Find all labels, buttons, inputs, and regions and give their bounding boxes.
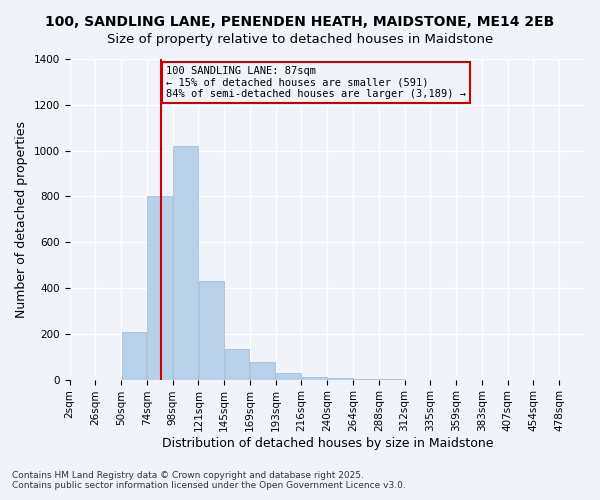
X-axis label: Distribution of detached houses by size in Maidstone: Distribution of detached houses by size … <box>161 437 493 450</box>
Bar <box>276 372 301 380</box>
Bar <box>225 348 250 380</box>
Bar <box>199 281 224 380</box>
Bar <box>250 362 275 380</box>
Text: Size of property relative to detached houses in Maidstone: Size of property relative to detached ho… <box>107 32 493 46</box>
Bar <box>328 378 353 380</box>
Bar <box>173 146 198 380</box>
Text: 100, SANDLING LANE, PENENDEN HEATH, MAIDSTONE, ME14 2EB: 100, SANDLING LANE, PENENDEN HEATH, MAID… <box>46 15 554 29</box>
Bar <box>122 332 146 380</box>
Y-axis label: Number of detached properties: Number of detached properties <box>15 121 28 318</box>
Text: Contains HM Land Registry data © Crown copyright and database right 2025.
Contai: Contains HM Land Registry data © Crown c… <box>12 470 406 490</box>
Bar <box>302 378 327 380</box>
Bar <box>148 196 172 380</box>
Text: 100 SANDLING LANE: 87sqm
← 15% of detached houses are smaller (591)
84% of semi-: 100 SANDLING LANE: 87sqm ← 15% of detach… <box>166 66 466 99</box>
